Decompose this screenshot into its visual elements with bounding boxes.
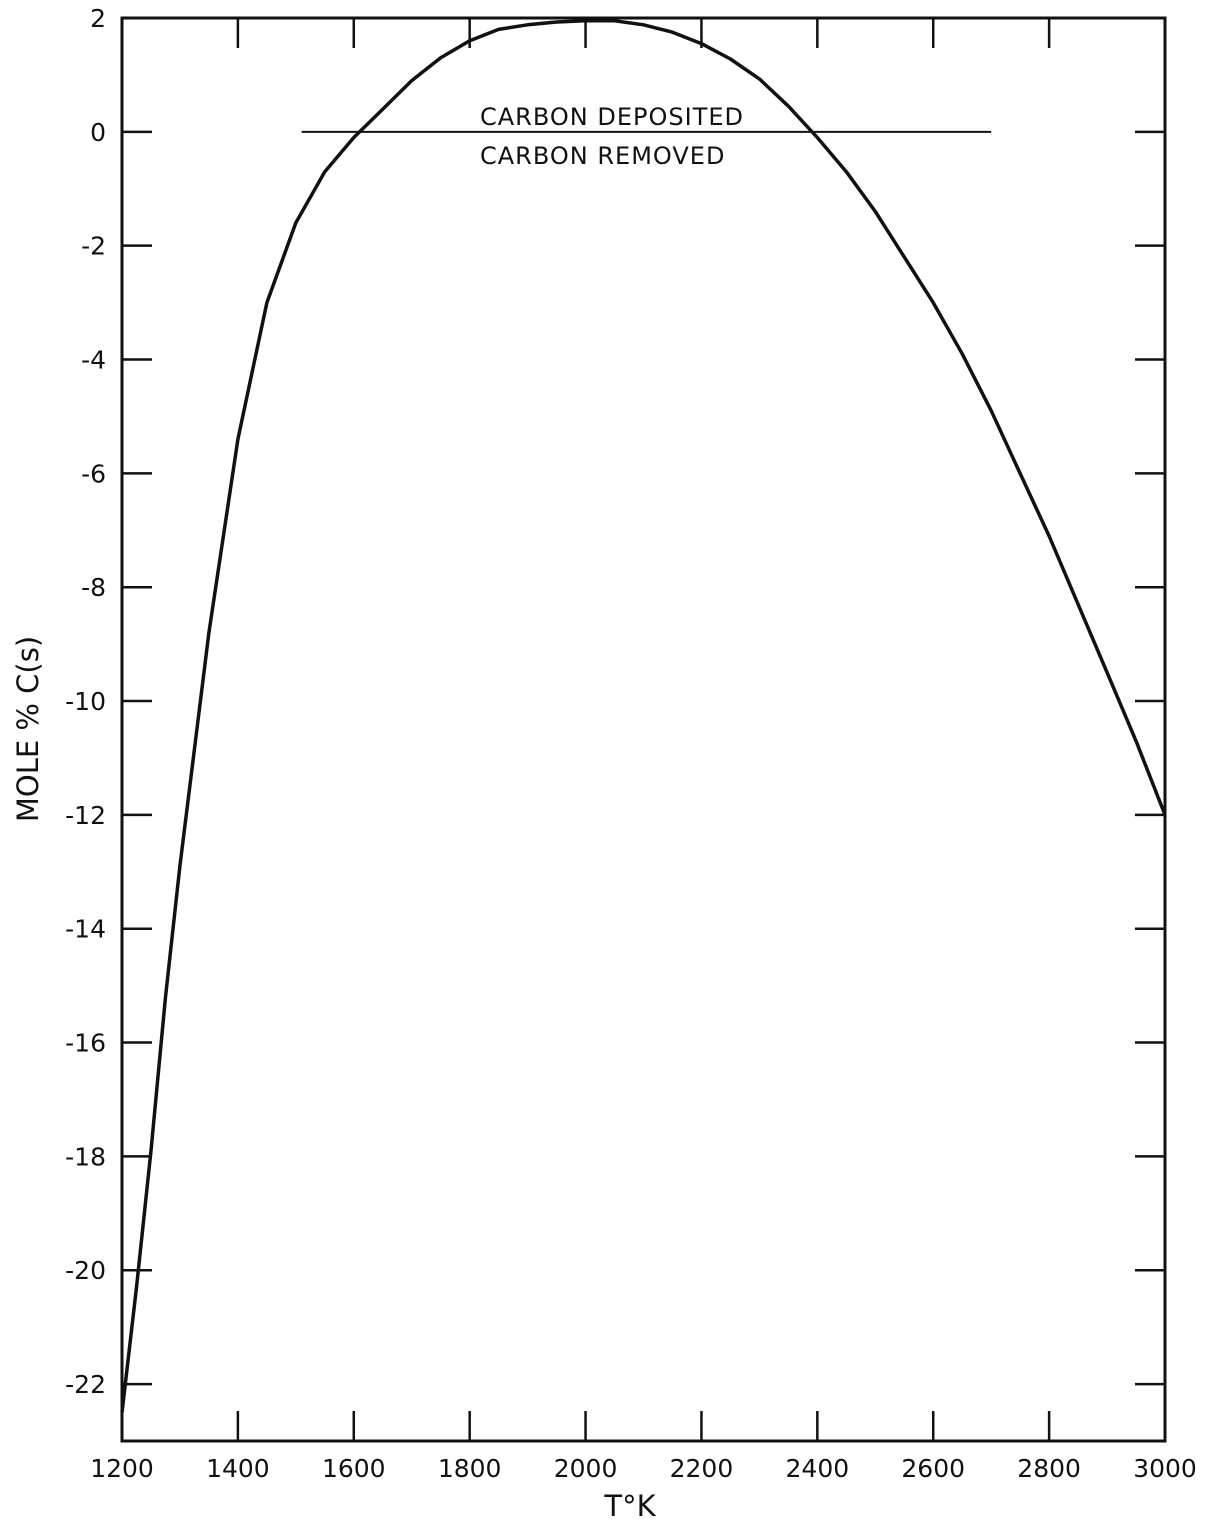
y-tick-label: -2 <box>81 232 106 261</box>
x-tick-label: 1800 <box>438 1454 502 1483</box>
y-tick-label: -22 <box>65 1370 106 1399</box>
annotation-carbon-removed: CARBON REMOVED <box>480 142 725 170</box>
y-tick-label: -4 <box>81 346 106 375</box>
x-tick-label: 2200 <box>670 1454 734 1483</box>
x-tick-label: 2800 <box>1017 1454 1081 1483</box>
y-tick-label: -14 <box>65 915 106 944</box>
y-axis-title: MOLE % C(s) <box>11 636 45 822</box>
series-line <box>120 19 1167 1413</box>
y-tick-label: 0 <box>90 118 106 147</box>
x-tick-label: 2000 <box>554 1454 618 1483</box>
x-tick-label: 2600 <box>901 1454 965 1483</box>
x-tick-label: 3000 <box>1133 1454 1197 1483</box>
y-axis-ticks <box>122 16 1165 1386</box>
y-tick-label: -10 <box>65 687 106 716</box>
y-tick-label: -20 <box>65 1256 106 1285</box>
annotation-carbon-deposited: CARBON DEPOSITED <box>480 103 744 131</box>
y-tick-label: -8 <box>81 573 106 602</box>
x-axis-ticks <box>120 18 1167 1441</box>
plot-frame <box>120 16 1167 1443</box>
x-axis-title: T°K <box>603 1489 656 1523</box>
x-tick-label: 1600 <box>322 1454 386 1483</box>
y-tick-label: -6 <box>81 459 106 488</box>
y-tick-label: -18 <box>65 1142 106 1171</box>
x-tick-label: 1400 <box>206 1454 270 1483</box>
y-tick-label: -16 <box>65 1029 106 1058</box>
x-tick-label: 2400 <box>786 1454 850 1483</box>
x-tick-label: 1200 <box>90 1454 154 1483</box>
y-axis-tick-labels: 2 0 -2 -4 -6 -8 -10 -12 -14 -16 -18 -20 -22 <box>65 4 106 1399</box>
y-tick-label: -12 <box>65 801 106 830</box>
x-axis-tick-labels: 1200 1400 1600 1800 2000 2200 2400 2600 2800 3000 <box>90 1454 1197 1483</box>
y-tick-label: 2 <box>90 4 106 33</box>
